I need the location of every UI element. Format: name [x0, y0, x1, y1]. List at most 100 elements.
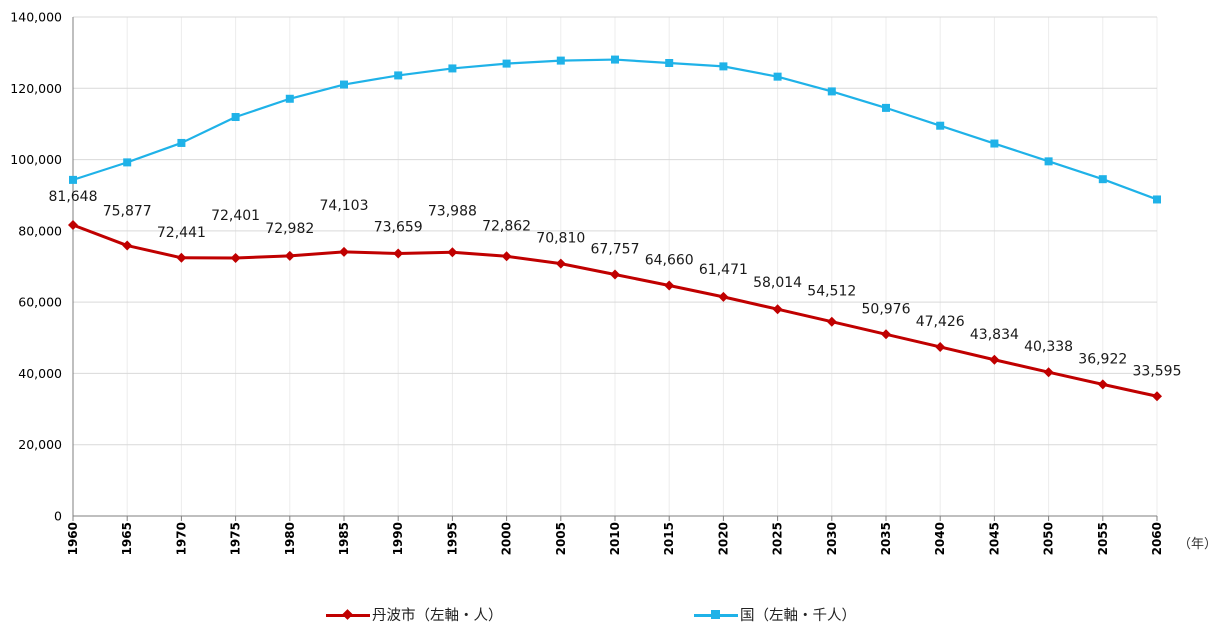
data-point-japan	[285, 94, 294, 103]
data-point-tamba	[68, 219, 78, 230]
data-label-tamba: 72,982	[265, 221, 314, 237]
x-tick-label: 1965	[120, 522, 134, 555]
data-point-japan	[882, 103, 890, 112]
x-tick-label: 2010	[608, 522, 622, 555]
x-tick-label: 1995	[445, 522, 459, 555]
data-point-tamba	[772, 304, 783, 315]
x-tick-label: 2055	[1096, 522, 1110, 555]
vertical-gridlines	[72, 17, 1158, 516]
data-point-tamba	[989, 354, 1000, 365]
data-label-tamba: 72,401	[211, 208, 260, 224]
x-tick-label: 2045	[987, 522, 1001, 555]
y-tick-label: 140,000	[10, 10, 62, 25]
data-point-tamba	[1043, 367, 1054, 378]
x-tick-label: 1975	[229, 522, 243, 555]
data-point-tamba	[122, 240, 133, 251]
x-tick-label: 2025	[771, 522, 785, 555]
data-label-tamba: 47,426	[916, 314, 965, 330]
data-point-japan	[394, 71, 403, 80]
x-tick-label: 2020	[716, 522, 730, 555]
data-label-tamba: 50,976	[862, 301, 911, 317]
legend-swatch-tamba	[326, 608, 370, 621]
data-point-tamba	[1097, 379, 1108, 390]
data-point-japan	[611, 55, 619, 64]
data-point-tamba	[610, 269, 620, 280]
x-tick-label: 2030	[825, 522, 839, 555]
data-point-japan	[1098, 175, 1107, 184]
data-point-tamba	[718, 291, 729, 302]
legend-item-japan: 国（左軸・千人）	[694, 604, 856, 625]
x-tick-label: 2015	[662, 522, 676, 555]
data-point-tamba	[881, 329, 891, 340]
x-tick-label: 1985	[337, 522, 351, 555]
data-label-tamba: 75,877	[103, 204, 152, 220]
data-label-tamba: 81,648	[49, 189, 98, 205]
data-point-japan	[177, 138, 186, 147]
data-point-tamba	[826, 316, 837, 327]
data-point-tamba	[664, 280, 675, 291]
data-point-japan	[123, 158, 132, 167]
data-label-tamba: 43,834	[970, 327, 1019, 343]
data-point-japan	[936, 121, 945, 130]
x-tick-label: 2035	[879, 522, 893, 555]
data-point-japan	[1044, 157, 1053, 166]
legend-item-tamba: 丹波市（左軸・人）	[326, 604, 503, 625]
data-label-tamba: 70,810	[536, 231, 585, 247]
data-point-japan	[827, 87, 836, 96]
data-point-japan	[719, 62, 728, 71]
x-axis-tick-labels: 1960 1965 1970 1975 1980 1985 1990 1995 2000 2005…	[66, 522, 1164, 555]
y-tick-label: 60,000	[18, 295, 62, 310]
x-tick-label: 1980	[283, 522, 297, 555]
data-labels: 81,648 75,877 72,441 72,401 72,982 74,103 73,6…	[49, 189, 1182, 379]
data-point-japan	[69, 175, 77, 184]
x-tick-label: 2005	[554, 522, 568, 555]
y-tick-label: 100,000	[10, 152, 62, 167]
data-label-tamba: 61,471	[699, 262, 748, 278]
data-point-japan	[231, 113, 240, 122]
data-label-tamba: 64,660	[645, 253, 694, 269]
y-tick-label: 20,000	[18, 437, 62, 452]
x-tick-label: 2050	[1042, 522, 1056, 555]
data-label-tamba: 72,441	[157, 225, 206, 241]
data-label-tamba: 67,757	[591, 241, 640, 257]
data-label-tamba: 40,338	[1024, 339, 1073, 355]
x-tick-label: 2000	[500, 522, 514, 555]
x-tick-label: 1970	[174, 522, 188, 555]
data-point-tamba	[935, 341, 946, 352]
legend-label-tamba: 丹波市（左軸・人）	[372, 608, 503, 624]
data-label-tamba: 58,014	[753, 275, 802, 291]
data-point-japan	[1153, 195, 1161, 204]
data-point-japan	[665, 58, 674, 67]
horizontal-gridlines	[73, 16, 1157, 446]
data-point-japan	[448, 64, 457, 73]
x-tick-label: 2040	[933, 522, 947, 555]
series-markers	[68, 55, 1162, 402]
data-point-japan	[990, 139, 999, 148]
data-point-tamba	[447, 247, 458, 258]
data-label-tamba: 72,862	[482, 218, 531, 234]
y-tick-label: 120,000	[10, 81, 62, 96]
data-point-japan	[773, 72, 782, 81]
data-point-tamba	[230, 252, 241, 263]
data-point-tamba	[176, 252, 187, 263]
data-point-tamba	[1152, 391, 1162, 402]
data-label-tamba: 73,988	[428, 203, 477, 219]
data-point-tamba	[339, 246, 349, 257]
x-tick-label: 1960	[66, 522, 80, 555]
legend-swatch-japan	[694, 609, 738, 621]
data-label-tamba: 33,595	[1133, 363, 1182, 379]
x-tick-label: 2060	[1150, 522, 1164, 555]
y-axis-tick-labels: 0 20,000 40,000 60,000 80,000 100,000 120,000 1…	[10, 10, 62, 524]
data-point-tamba	[555, 258, 566, 269]
y-tick-label: 80,000	[18, 223, 62, 238]
y-tick-label: 0	[54, 509, 62, 524]
x-tick-label: 1990	[391, 522, 405, 555]
y-tick-label: 40,000	[18, 366, 62, 381]
data-point-japan	[556, 56, 565, 65]
data-label-tamba: 36,922	[1078, 351, 1127, 367]
legend-label-japan: 国（左軸・千人）	[740, 608, 856, 624]
data-point-tamba	[501, 251, 512, 262]
data-point-tamba	[393, 248, 404, 259]
axes	[72, 17, 1158, 521]
